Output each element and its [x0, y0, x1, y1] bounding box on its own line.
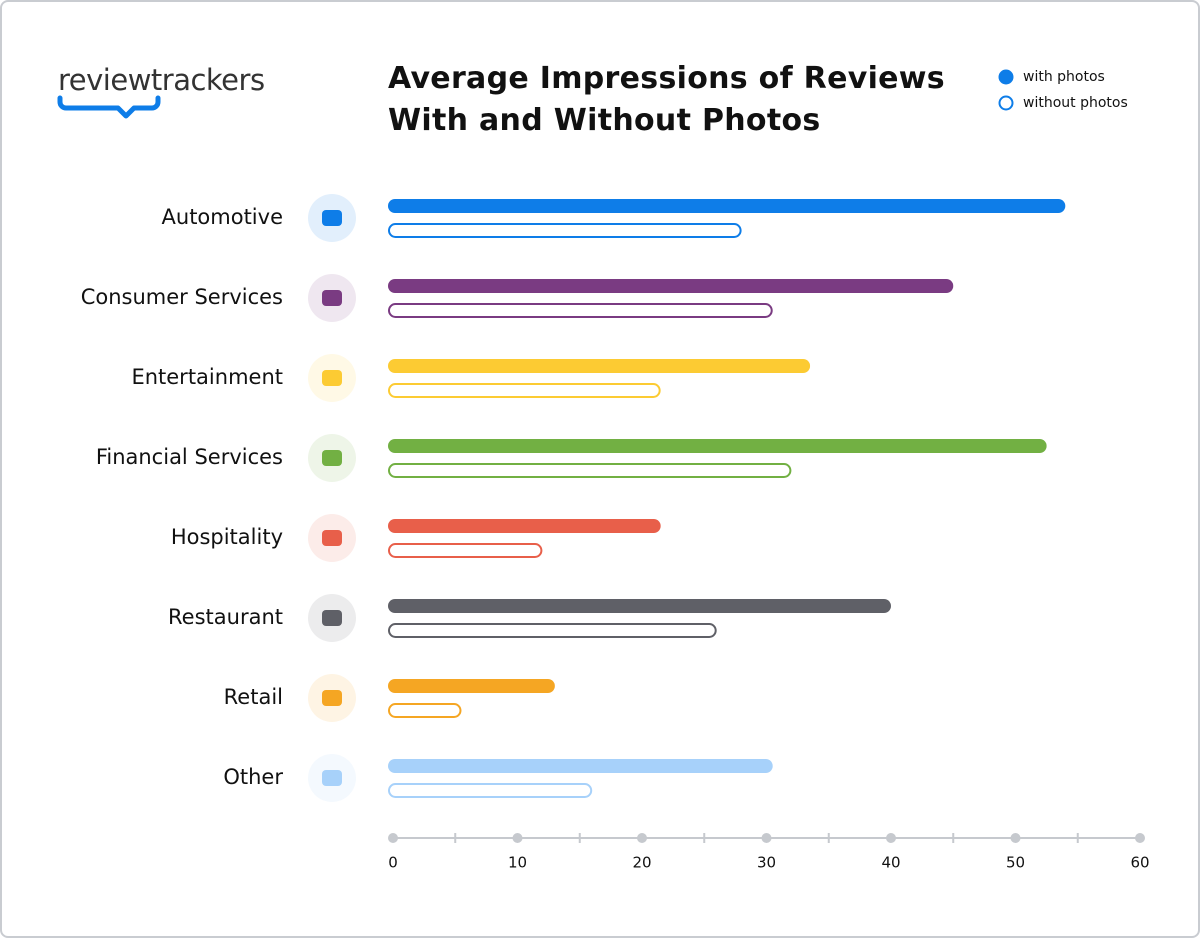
bar — [388, 519, 661, 533]
x-tick-label: 0 — [388, 854, 398, 872]
bar-outline — [388, 463, 792, 478]
tick-mark — [761, 833, 772, 843]
bar-outline — [388, 623, 717, 638]
bar-outline — [388, 303, 773, 318]
category-label: Hospitality — [171, 525, 283, 549]
bar-outline — [388, 383, 661, 398]
category-label: Automotive — [162, 205, 283, 229]
category-icon — [322, 370, 342, 386]
logo: reviewtrackers — [58, 63, 265, 97]
category-label: Other — [223, 765, 283, 789]
bar-outline — [388, 223, 742, 238]
category-icon — [322, 610, 342, 626]
category-icon — [322, 530, 342, 546]
chart-title: Average Impressions of Reviews With and … — [388, 61, 945, 138]
x-tick-label: 30 — [757, 854, 776, 872]
category-icon — [322, 210, 342, 226]
category-label: Retail — [224, 685, 283, 709]
logo-bubble — [57, 95, 161, 119]
bar — [388, 279, 954, 293]
legend-label: without photos — [1023, 95, 1128, 111]
category-icon — [322, 290, 342, 306]
tick-mark — [637, 833, 647, 843]
category-label: Financial Services — [96, 445, 283, 469]
category-icon — [322, 690, 342, 706]
category-icon — [322, 770, 342, 786]
tick-mark — [1135, 833, 1145, 843]
category-label: Consumer Services — [81, 285, 283, 309]
bar — [388, 359, 811, 373]
x-tick-label: 10 — [508, 854, 527, 872]
tick-mark — [1010, 833, 1021, 843]
legend-marker — [998, 95, 1014, 111]
x-tick-label: 60 — [1130, 854, 1149, 872]
bar — [388, 599, 891, 613]
bar-outline — [388, 783, 593, 798]
x-tick-label: 20 — [632, 854, 651, 872]
x-tick-label: 40 — [881, 854, 900, 872]
category-label: Entertainment — [131, 365, 283, 389]
bar — [388, 679, 555, 693]
bar — [388, 439, 1047, 453]
tick-mark — [388, 833, 398, 843]
category-label: Restaurant — [168, 605, 283, 629]
tick-mark — [512, 833, 523, 843]
bar-outline — [388, 703, 462, 718]
tick-mark — [886, 833, 896, 843]
bar — [388, 759, 773, 773]
legend-marker — [998, 69, 1014, 85]
category-icon — [322, 450, 342, 466]
legend-label: with photos — [1023, 69, 1105, 85]
x-tick-label: 50 — [1006, 854, 1025, 872]
bar — [388, 199, 1066, 213]
bar-outline — [388, 543, 543, 558]
